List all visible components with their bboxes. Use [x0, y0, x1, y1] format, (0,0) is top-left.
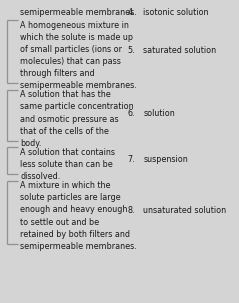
Text: enough and heavy enough: enough and heavy enough [20, 205, 128, 215]
Text: 6.: 6. [128, 109, 135, 118]
Text: dissolved.: dissolved. [20, 172, 60, 181]
Text: 7.: 7. [128, 155, 136, 164]
Text: and osmotic pressure as: and osmotic pressure as [20, 115, 119, 124]
Text: through filters and: through filters and [20, 69, 95, 78]
Text: A mixture in which the: A mixture in which the [20, 181, 111, 190]
Text: unsaturated solution: unsaturated solution [143, 206, 227, 215]
Text: semipermeable membranes.: semipermeable membranes. [20, 81, 137, 90]
Text: 8.: 8. [128, 206, 135, 215]
Text: semipermeable membranes.: semipermeable membranes. [20, 242, 137, 251]
Text: solution: solution [143, 109, 175, 118]
Text: to settle out and be: to settle out and be [20, 218, 99, 227]
Text: saturated solution: saturated solution [143, 46, 217, 55]
Text: of small particles (ions or: of small particles (ions or [20, 45, 122, 54]
Text: 5.: 5. [128, 46, 136, 55]
Text: molecules) that can pass: molecules) that can pass [20, 57, 121, 66]
Text: retained by both filters and: retained by both filters and [20, 230, 130, 239]
Text: that of the cells of the: that of the cells of the [20, 127, 109, 136]
Text: body.: body. [20, 139, 42, 148]
Text: A solution that has the: A solution that has the [20, 90, 111, 99]
Text: A solution that contains: A solution that contains [20, 148, 115, 157]
Text: suspension: suspension [143, 155, 188, 164]
Text: which the solute is made up: which the solute is made up [20, 33, 133, 42]
Text: solute particles are large: solute particles are large [20, 193, 121, 202]
Text: less solute than can be: less solute than can be [20, 160, 113, 169]
Text: semipermeable membranes.: semipermeable membranes. [20, 8, 137, 18]
Text: same particle concentration: same particle concentration [20, 102, 134, 112]
Text: 4.: 4. [128, 8, 135, 18]
Text: isotonic solution: isotonic solution [143, 8, 209, 18]
Text: A homogeneous mixture in: A homogeneous mixture in [20, 21, 129, 30]
